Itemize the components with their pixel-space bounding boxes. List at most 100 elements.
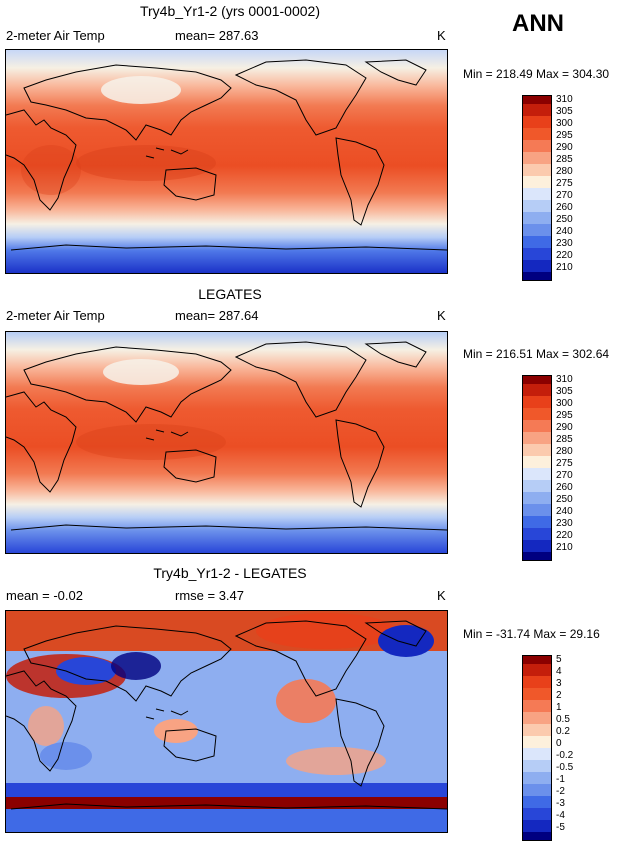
panel-3-tick: 0.5: [556, 714, 570, 725]
panel-1-tick: 240: [556, 226, 573, 237]
panel-2-legend-swatch: [523, 504, 551, 516]
panel-1-legend-swatch: [523, 164, 551, 176]
panel-3-mean-label: mean = -0.02: [6, 588, 83, 603]
panel-2-tick: 270: [556, 470, 573, 481]
panel-1-tick: 295: [556, 130, 573, 141]
panel-1-legend: [522, 95, 552, 281]
panel-2-legend-swatch: [523, 384, 551, 396]
panel-2-mean-label: mean= 287.64: [175, 308, 259, 323]
panel-2-legend-swatch: [523, 376, 551, 384]
panel-1-tick: 275: [556, 178, 573, 189]
panel-3-min-max: Min = -31.74 Max = 29.16: [463, 627, 600, 641]
panel-3-legend-swatch: [523, 760, 551, 772]
panel-3-tick: -3: [556, 798, 565, 809]
panel-3-sopac-warm: [286, 747, 386, 775]
panel-2-tick: 285: [556, 434, 573, 445]
panel-2-legend-swatch: [523, 492, 551, 504]
panel-2-tick: 310: [556, 374, 573, 385]
panel-3-maritime-warm: [154, 719, 198, 743]
panel-1-legend-swatch: [523, 248, 551, 260]
panel-1-tick: 280: [556, 166, 573, 177]
panel-1-units-label: K: [437, 28, 446, 43]
panel-3-greenland-cold: [378, 625, 434, 657]
panel-3-tick: 0.2: [556, 726, 570, 737]
panel-3-map-svg: [6, 611, 447, 832]
panel-2-tick: 300: [556, 398, 573, 409]
panel-3-tibet-cold: [111, 652, 161, 680]
panel-2-legend-swatch: [523, 420, 551, 432]
panel-3-so-cold: [6, 783, 447, 797]
panel-1-legend-swatch: [523, 212, 551, 224]
season-label: ANN: [512, 10, 564, 37]
panel-2-legend-swatch: [523, 552, 551, 560]
panel-1-legend-swatch: [523, 272, 551, 280]
panel-2-legend-swatch: [523, 432, 551, 444]
panel-3-tick: 4: [556, 666, 562, 677]
panel-1-map-svg: [6, 50, 447, 273]
panel-3-tick: -1: [556, 774, 565, 785]
panel-3-legend-swatch: [523, 712, 551, 724]
panel-3-tick: -0.2: [556, 750, 574, 761]
panel-3-legend-swatch: [523, 664, 551, 676]
panel-1-legend-swatch: [523, 236, 551, 248]
panel-1-tick: 260: [556, 202, 573, 213]
panel-3-title: Try4b_Yr1-2 - LEGATES: [153, 565, 307, 581]
panel-2-tick: 275: [556, 458, 573, 469]
panel-1-legend-swatch: [523, 128, 551, 140]
panel-1-map: [5, 49, 448, 274]
panel-2-legend-swatch: [523, 456, 551, 468]
panel-2-title: LEGATES: [198, 286, 262, 302]
panel-3-pacific-warm: [276, 679, 336, 723]
panel-2-map-svg: [6, 332, 447, 553]
panel-1-legend-swatch: [523, 260, 551, 272]
panel-1-title: Try4b_Yr1-2 (yrs 0001-0002): [139, 3, 320, 19]
panel-1-tick: 305: [556, 106, 573, 117]
panel-2-tick: 240: [556, 506, 573, 517]
panel-2-legend-swatch: [523, 480, 551, 492]
panel-2-legend-swatch: [523, 396, 551, 408]
panel-2-units-label: K: [437, 308, 446, 323]
panel-2-field: [6, 332, 447, 553]
panel-3-legend-swatch: [523, 808, 551, 820]
panel-3-legend-swatch: [523, 688, 551, 700]
panel-3-tick: -0.5: [556, 762, 574, 773]
panel-3-indian-cold: [40, 742, 92, 770]
panel-1-tick: 310: [556, 94, 573, 105]
panel-1-legend-swatch: [523, 152, 551, 164]
panel-1-mean-label: mean= 287.63: [175, 28, 259, 43]
panel-1-tick: 230: [556, 238, 573, 249]
panel-3-antarctic-warm: [6, 797, 447, 809]
panel-1-variable-label: 2-meter Air Temp: [6, 28, 105, 43]
panel-2-tick: 280: [556, 446, 573, 457]
panel-3-units-label: K: [437, 588, 446, 603]
panel-2-legend-swatch: [523, 444, 551, 456]
panel-1-warm-pool: [76, 145, 216, 181]
panel-1-tick: 250: [556, 214, 573, 225]
panel-1-legend-swatch: [523, 96, 551, 104]
panel-3-tick: -4: [556, 810, 565, 821]
panel-3-legend: [522, 655, 552, 841]
panel-3-legend-swatch: [523, 772, 551, 784]
panel-3-tick: -5: [556, 822, 565, 833]
panel-2-legend: [522, 375, 552, 561]
panel-2-tick: 290: [556, 422, 573, 433]
panel-3-rmse-label: rmse = 3.47: [175, 588, 245, 603]
panel-2-tick: 260: [556, 482, 573, 493]
panel-2-legend-swatch: [523, 516, 551, 528]
panel-2-variable-label: 2-meter Air Temp: [6, 308, 105, 323]
panel-1-tick: 290: [556, 142, 573, 153]
panel-2-coastlines: [6, 341, 447, 531]
panel-3-tick: 0: [556, 738, 562, 749]
panel-2-warm-pool: [76, 424, 226, 460]
panel-1-legend-swatch: [523, 104, 551, 116]
panel-2-tick: 250: [556, 494, 573, 505]
panel-1-legend-swatch: [523, 140, 551, 152]
panel-3-legend-swatch: [523, 832, 551, 840]
panel-3-legend-swatch: [523, 700, 551, 712]
panel-3-coastlines: [6, 620, 447, 810]
panel-3-legend-swatch: [523, 748, 551, 760]
panel-2-tick: 305: [556, 386, 573, 397]
panel-3-legend-swatch: [523, 724, 551, 736]
panel-3-siberia-cold: [56, 657, 116, 685]
panel-2-tick: 210: [556, 542, 573, 553]
